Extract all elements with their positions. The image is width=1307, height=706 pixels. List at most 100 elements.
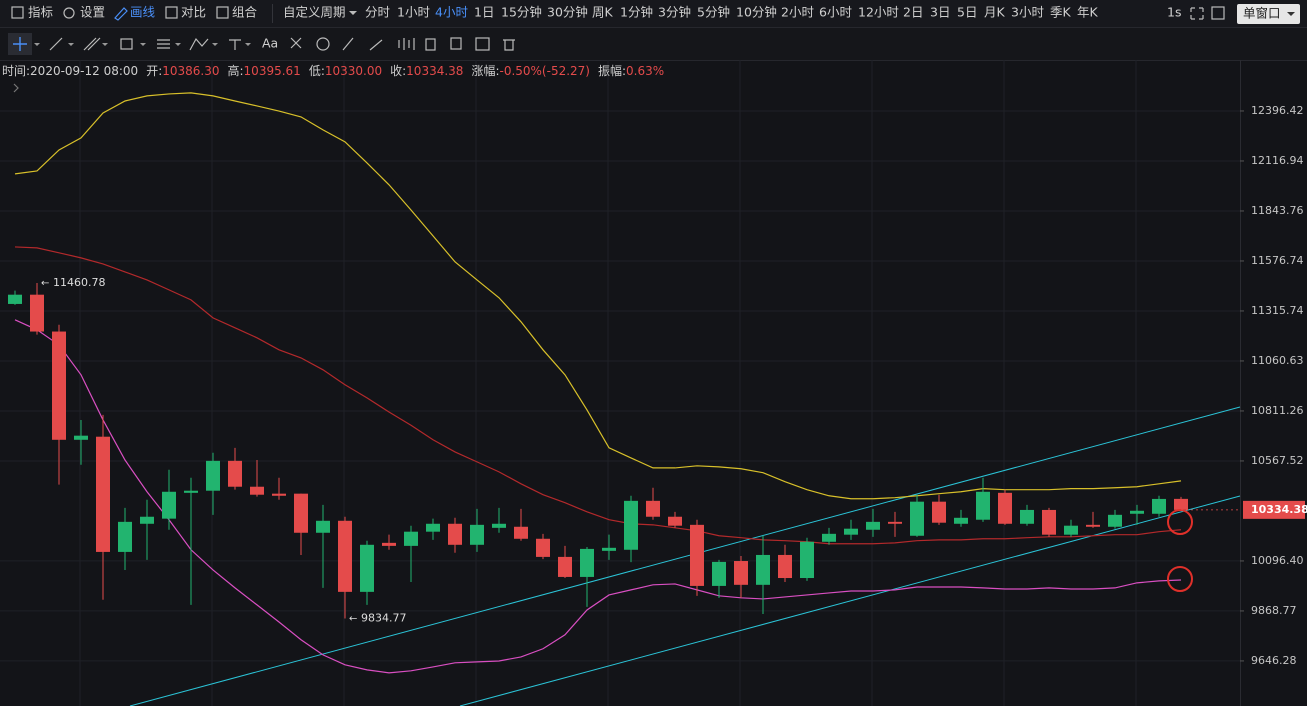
y-tick-label: 12396.42 [1251, 104, 1304, 117]
period-button[interactable]: 3小时 [1011, 5, 1044, 20]
period-menu[interactable]: 自定义周期 [283, 5, 346, 20]
candle-body [118, 521, 132, 552]
draw-icon[interactable] [114, 7, 128, 21]
popout-icon[interactable] [1211, 6, 1225, 20]
candle-body [30, 294, 44, 332]
candle-body [844, 528, 858, 535]
period-button[interactable]: 1小时 [397, 5, 430, 20]
period-button[interactable]: 季K [1050, 5, 1072, 20]
settings-icon[interactable] [63, 7, 75, 19]
candle-body [976, 491, 990, 520]
top-toolbar [0, 0, 1307, 27]
window-button[interactable] [1237, 4, 1300, 24]
expand-icon[interactable] [13, 83, 19, 93]
candle-body [382, 542, 396, 546]
info-label: 涨幅: [471, 63, 499, 78]
period-button[interactable]: 3日 [930, 5, 950, 20]
candle-body [8, 294, 22, 304]
info-line: 时间:2020-09-12 08:00 开:10386.30 高:10395.61 低… [2, 63, 664, 78]
price-label: 10334.38 [1251, 503, 1307, 516]
candle-body [1064, 525, 1078, 535]
y-tick-label: 12116.94 [1251, 154, 1304, 167]
trend-line [129, 406, 1241, 706]
trend-line [459, 495, 1241, 706]
period-button[interactable]: 2小时 [781, 5, 814, 20]
candle-body [294, 493, 308, 533]
drawing-tools[interactable] [49, 37, 515, 51]
candle-body [250, 486, 264, 495]
period-button[interactable]: 年K [1077, 5, 1099, 20]
candle-body [1086, 524, 1100, 527]
y-tick-label: 10567.52 [1251, 454, 1304, 467]
candle-body [1174, 498, 1188, 510]
candle-body [1042, 509, 1056, 535]
period-button[interactable]: 30分钟 [547, 5, 588, 20]
info-label: 时间: [2, 64, 30, 78]
compare-icon[interactable] [165, 6, 178, 19]
refresh-rate[interactable]: 1s [1167, 5, 1181, 20]
period-button[interactable]: 分时 [365, 5, 391, 20]
info-label: 开: [146, 64, 162, 78]
candle-body [316, 520, 330, 533]
candle-body [800, 541, 814, 579]
crosshair-icon[interactable] [13, 37, 27, 51]
drawing-toolbar [0, 28, 1307, 60]
period-button[interactable]: 5日 [957, 5, 977, 20]
tool-button[interactable]: 画线 [130, 5, 156, 20]
candle-body [998, 492, 1012, 524]
indicator-line [14, 92, 1182, 500]
tool-button[interactable]: 设置 [80, 5, 105, 20]
period-button[interactable]: 3分钟 [658, 5, 691, 20]
dropdown-arrow [349, 11, 357, 15]
period-button[interactable]: 1分钟 [620, 5, 653, 20]
info-value: 10395.61 [244, 64, 301, 78]
candle-body [624, 500, 638, 550]
candle-body [404, 531, 418, 546]
period-button[interactable]: 12小时 [858, 5, 899, 20]
candle-body [184, 490, 198, 493]
candle-body [668, 516, 682, 526]
tool-button[interactable]: 对比 [181, 5, 206, 20]
period-button[interactable]: 15分钟 [501, 5, 542, 20]
candle-body [162, 491, 176, 519]
period-button[interactable]: 10分钟 [736, 5, 777, 20]
high-label: 11460.78 [53, 276, 106, 289]
period-button[interactable]: 2日 [903, 5, 923, 20]
period-button[interactable]: 1日 [474, 5, 494, 20]
period-button[interactable]: 月K [984, 5, 1006, 20]
candle-body [932, 501, 946, 523]
candle-body [492, 523, 506, 528]
indicator-line [14, 246, 1182, 545]
candle-body [1130, 510, 1144, 514]
text-tool[interactable]: Aa [262, 36, 278, 51]
candle-body [140, 516, 154, 524]
y-tick-label: 11843.76 [1251, 204, 1304, 217]
window-label[interactable]: 单窗口 [1243, 6, 1281, 21]
combine-icon[interactable] [216, 6, 229, 19]
period-button[interactable]: 4小时 [435, 5, 468, 20]
candle-body [228, 460, 242, 487]
tool-button[interactable]: 指标 [28, 5, 53, 20]
candle-body [272, 493, 286, 496]
candle-body [580, 548, 594, 577]
low-label: 9834.77 [361, 611, 407, 624]
candle-body [756, 554, 770, 585]
period-button[interactable]: 5分钟 [697, 5, 730, 20]
tool-button[interactable]: 组合 [232, 5, 258, 20]
indicator-icon[interactable] [11, 6, 24, 19]
arrow: ← [41, 278, 49, 289]
fullscreen-icon[interactable] [1190, 7, 1204, 20]
period-button[interactable]: 周K [592, 5, 614, 20]
candle-body [206, 460, 220, 491]
candle-body [602, 547, 616, 551]
y-tick-label: 9868.77 [1251, 604, 1297, 617]
candle-body [52, 331, 66, 440]
candle-body [360, 544, 374, 592]
info-value: 10334.38 [406, 64, 463, 78]
candle-body [866, 521, 880, 530]
candle-body [1020, 509, 1034, 524]
period-button[interactable]: 6小时 [819, 5, 852, 20]
candle-body [910, 501, 924, 536]
